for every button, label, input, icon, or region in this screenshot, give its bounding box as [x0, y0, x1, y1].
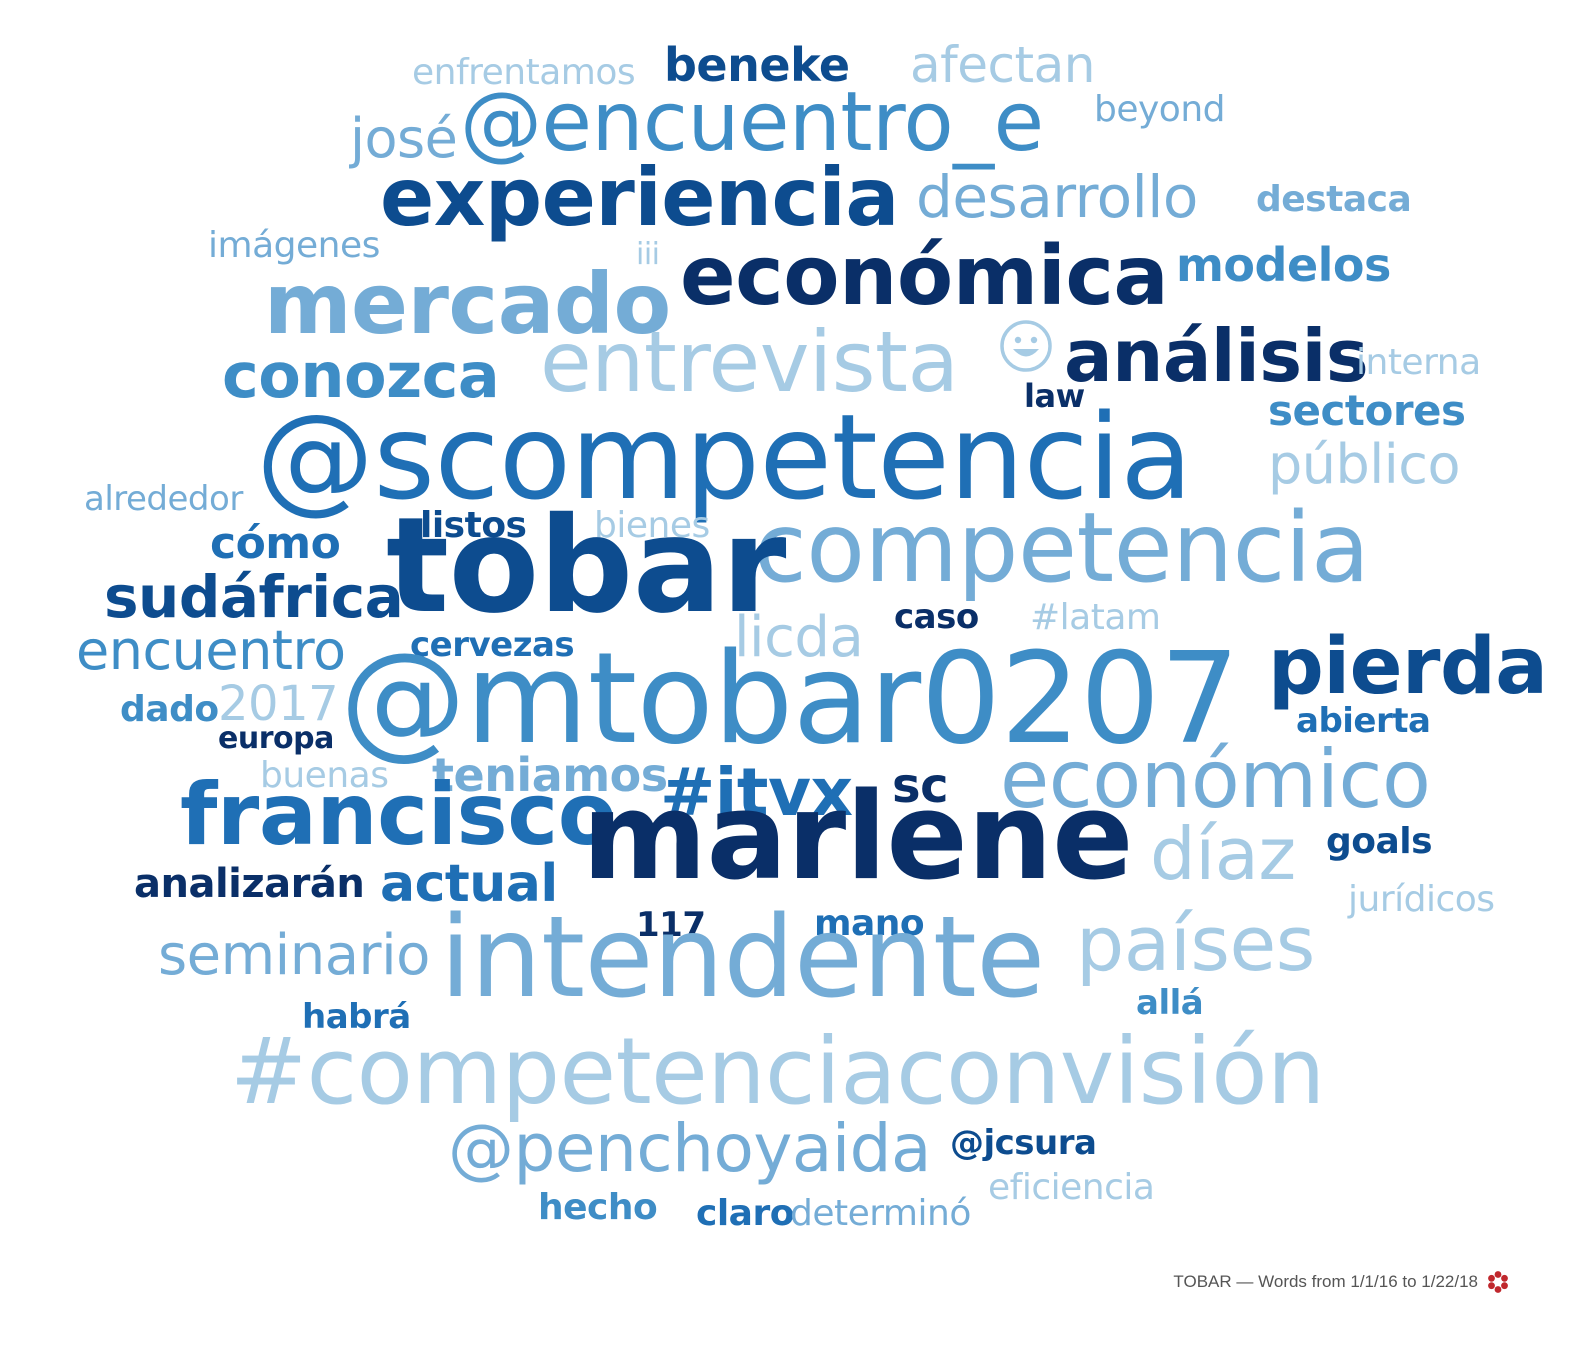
- word-enfrentamos: enfrentamos: [412, 52, 636, 93]
- word-conozca: conozca: [222, 339, 500, 412]
- word-eficiencia: eficiencia: [988, 1167, 1155, 1208]
- word-competencia: competencia: [754, 492, 1370, 604]
- word-jose: josé: [350, 107, 458, 170]
- word-habra: habrá: [302, 997, 411, 1037]
- word-analisis: análisis: [1064, 314, 1369, 398]
- word-teniamos: teniamos: [432, 748, 668, 802]
- word-publico: público: [1268, 433, 1461, 496]
- word-determino: determinó: [790, 1193, 971, 1234]
- word-diaz: díaz: [1150, 812, 1296, 896]
- word-destaca: destaca: [1256, 179, 1412, 220]
- word-117: 117: [636, 905, 706, 945]
- word-jcsura: @jcsura: [950, 1123, 1097, 1163]
- word-goals: goals: [1326, 821, 1433, 862]
- word-competenciaconvision: #competenciaconvisión: [230, 1018, 1325, 1125]
- word-latam: #latam: [1030, 597, 1161, 638]
- footer-caption: TOBAR — Words from 1/1/16 to 1/22/18: [1173, 1272, 1478, 1291]
- word-paises: países: [1076, 899, 1315, 988]
- grinning-face-icon: [1000, 320, 1052, 372]
- word-mercado: mercado: [264, 255, 671, 353]
- word-sectores: sectores: [1268, 386, 1466, 435]
- word-interna: interna: [1356, 342, 1481, 383]
- word-beyond: beyond: [1094, 89, 1226, 130]
- word-imagenes: imágenes: [208, 225, 380, 266]
- word-claro: claro: [696, 1193, 794, 1234]
- word-hecho: hecho: [538, 1187, 658, 1228]
- word-como: cómo: [210, 518, 341, 569]
- word-dado: dado: [120, 689, 219, 730]
- word-juridicos: jurídicos: [1348, 879, 1495, 920]
- word-economica: económica: [680, 229, 1169, 324]
- word-entrevista: entrevista: [540, 313, 959, 411]
- word-buenas: buenas: [260, 755, 389, 796]
- footer: TOBAR — Words from 1/1/16 to 1/22/18: [1173, 1270, 1510, 1294]
- word-iii: iii: [636, 237, 660, 272]
- word-experiencia: experiencia: [380, 151, 899, 244]
- word-licda: licda: [734, 605, 864, 670]
- word-europa: europa: [218, 721, 334, 756]
- word-alrededor: alrededor: [84, 479, 243, 519]
- word-cervezas: cervezas: [410, 625, 575, 665]
- word-intendente: intendente: [440, 893, 1045, 1023]
- word-pierda: pierda: [1268, 622, 1548, 712]
- word-alla: allá: [1136, 983, 1204, 1023]
- word-listos: listos: [420, 505, 527, 546]
- flower-logo-icon: [1488, 1271, 1508, 1293]
- word-bienes: bienes: [594, 505, 710, 546]
- word-sc: sc: [892, 758, 949, 814]
- word-francisco: francisco: [180, 765, 617, 865]
- word-seminario: seminario: [158, 923, 430, 988]
- word-law: law: [1024, 377, 1085, 415]
- word-sudafrica: sudáfrica: [104, 563, 404, 631]
- word-actual: actual: [380, 854, 558, 914]
- word-analizaran: analizarán: [134, 861, 365, 907]
- word-encuentro-e: @encuentro_e: [460, 75, 1044, 170]
- word-beneke: beneke: [664, 38, 850, 92]
- word-economico: económico: [1000, 733, 1431, 826]
- word-caso: caso: [894, 597, 979, 637]
- word-itvx: #itvx: [660, 754, 853, 831]
- word-desarrollo: desarrollo: [916, 163, 1198, 231]
- word-tobar: tobar: [386, 489, 786, 643]
- word-2017: 2017: [218, 676, 339, 732]
- word-afectan: afectan: [910, 36, 1095, 94]
- word-mtobar0207: @mtobar0207: [340, 625, 1240, 772]
- word-mano: mano: [814, 903, 925, 944]
- word-encuentro: encuentro: [76, 619, 346, 682]
- word-marlene: marlene: [582, 768, 1134, 907]
- word-abierta: abierta: [1296, 701, 1431, 741]
- word-scompetencia: @scompetencia: [256, 388, 1193, 526]
- word-modelos: modelos: [1176, 238, 1391, 292]
- word-penchoyaida: @penchoyaida: [448, 1110, 932, 1187]
